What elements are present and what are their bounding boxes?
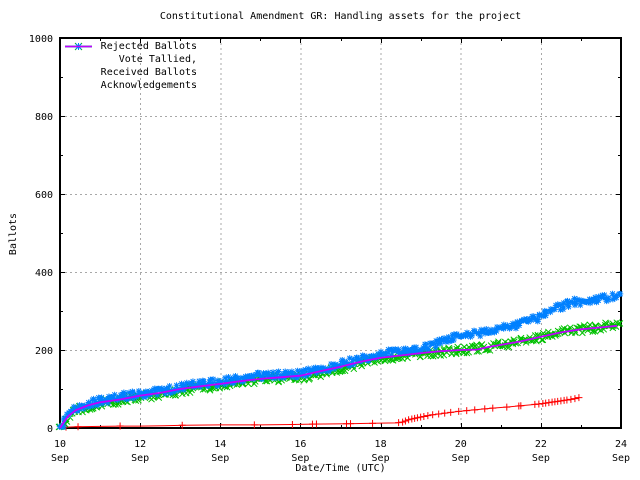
x-tick-label-month: Sep [211,453,229,464]
series-markers-received-ballots [56,290,624,430]
x-axis-label: Date/Time (UTC) [295,463,386,474]
x-tick-label-month: Sep [291,453,309,464]
x-tick-label-month: Sep [452,453,470,464]
x-tick-label: 24 [615,439,627,450]
y-tick-label: 400 [35,268,53,279]
series-line-acknowledgements [59,324,618,429]
legend-row-vote-tallied: Vote Tallied, [60,42,197,66]
axis-ticks [60,38,622,429]
x-tick-label: 14 [214,439,226,450]
x-tick-label-month: Sep [612,453,630,464]
y-tick-label: 600 [35,190,53,201]
legend-label: Received Ballots [100,67,197,78]
x-tick-label-month: Sep [532,453,550,464]
legend-label: Acknowledgements [100,80,197,91]
legend-label: Vote Tallied, [118,54,197,65]
series-acknowledgements [59,324,618,429]
series-received-ballots [56,290,624,430]
legend-row-acknowledgements: Acknowledgements [60,45,197,92]
tick-labels: 10 Sep 12 Sep 14 Sep 16 Sep 18 Sep 20 Sep 22 Sep 24 Sep… [29,34,630,464]
legend-row-received-ballots: Received Ballots [60,43,197,79]
y-tick-label: 1000 [29,34,53,45]
x-tick-label: 22 [535,439,547,450]
chart-title: Constitutional Amendment GR: Handling as… [159,11,522,22]
y-tick-label: 800 [35,112,53,123]
x-tick-label: 10 [54,439,66,450]
grid-lines [60,38,621,428]
legend-label: Rejected Ballots [100,41,197,52]
x-tick-label-month: Sep [51,453,69,464]
x-tick-label-month: Sep [131,453,149,464]
y-tick-label: 0 [47,424,53,435]
y-tick-label: 200 [35,346,53,357]
x-tick-label: 12 [134,439,146,450]
legend: Rejected Ballots Vote Tallied, Received Ba… [60,40,197,92]
x-tick-label: 20 [455,439,467,450]
x-tick-label-month: Sep [372,453,390,464]
legend-sample-acknowledgements [65,45,92,48]
x-tick-label: 18 [375,439,387,450]
x-tick-label: 16 [294,439,306,450]
